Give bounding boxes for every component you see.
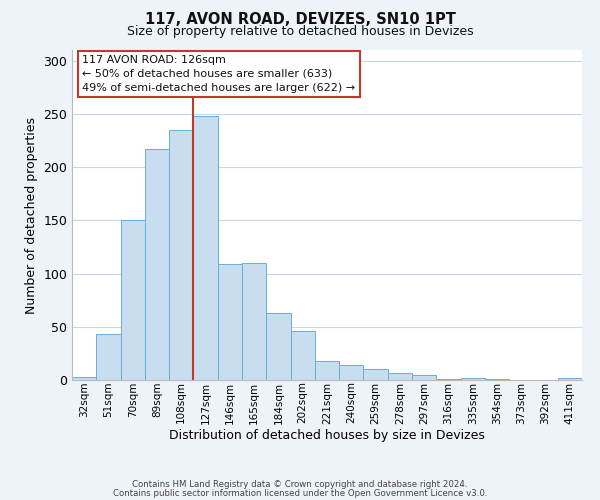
Text: Contains public sector information licensed under the Open Government Licence v3: Contains public sector information licen… [113, 489, 487, 498]
Y-axis label: Number of detached properties: Number of detached properties [25, 116, 38, 314]
Bar [121, 220, 145, 380]
Bar [436, 379, 461, 380]
Bar [290, 331, 315, 380]
Bar [169, 130, 193, 380]
Bar [266, 313, 290, 380]
Text: 117 AVON ROAD: 126sqm
← 50% of detached houses are smaller (633)
49% of semi-det: 117 AVON ROAD: 126sqm ← 50% of detached … [82, 55, 355, 93]
Bar [461, 378, 485, 380]
Bar [558, 378, 582, 380]
Text: Contains HM Land Registry data © Crown copyright and database right 2024.: Contains HM Land Registry data © Crown c… [132, 480, 468, 489]
Bar [145, 149, 169, 380]
Bar [485, 379, 509, 380]
Text: Size of property relative to detached houses in Devizes: Size of property relative to detached ho… [127, 25, 473, 38]
Bar [315, 361, 339, 380]
Bar [412, 374, 436, 380]
Bar [364, 370, 388, 380]
Bar [339, 365, 364, 380]
Text: 117, AVON ROAD, DEVIZES, SN10 1PT: 117, AVON ROAD, DEVIZES, SN10 1PT [145, 12, 455, 28]
Bar [193, 116, 218, 380]
Bar [96, 334, 121, 380]
X-axis label: Distribution of detached houses by size in Devizes: Distribution of detached houses by size … [169, 429, 485, 442]
Bar [242, 263, 266, 380]
Bar [218, 264, 242, 380]
Bar [72, 377, 96, 380]
Bar [388, 372, 412, 380]
